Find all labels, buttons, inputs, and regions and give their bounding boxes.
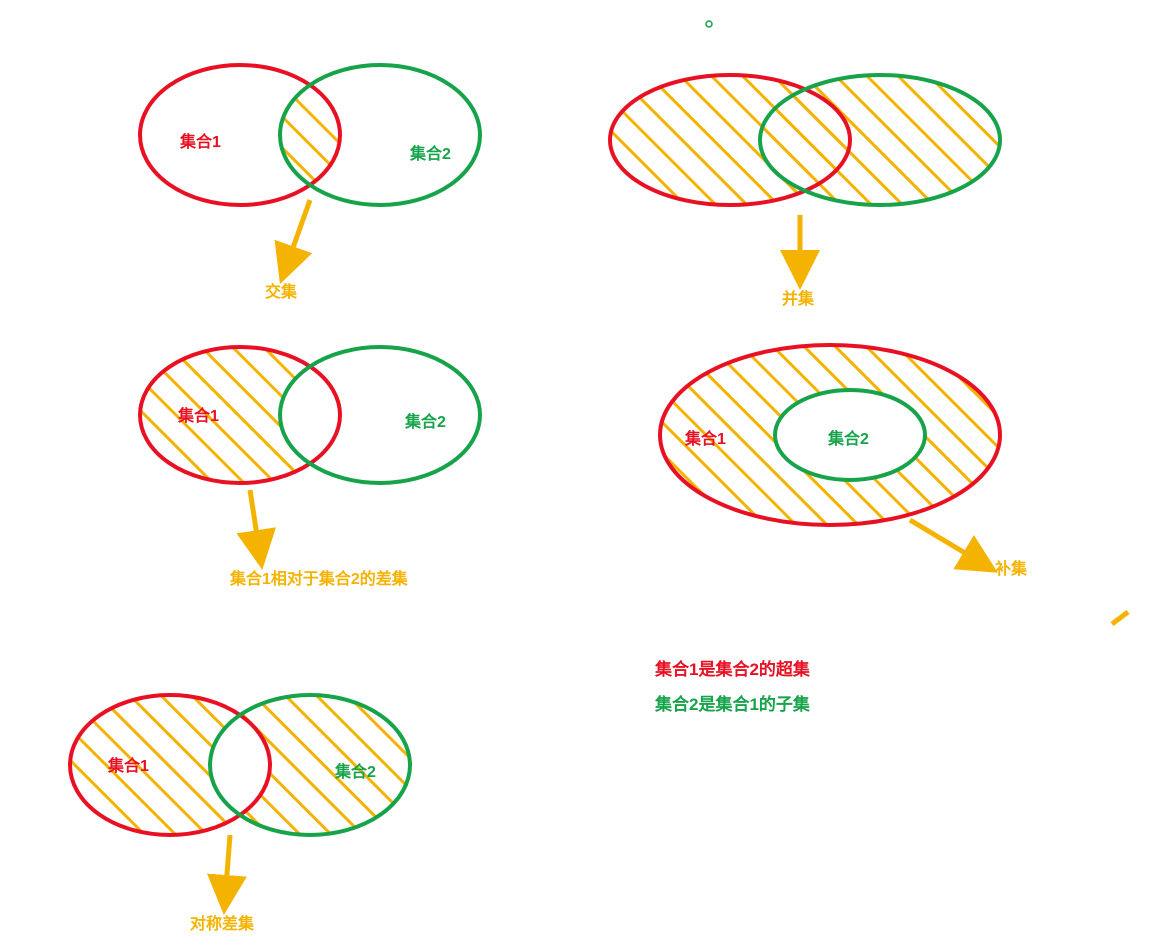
venn-symdiff-svg [60,690,480,950]
symdiff-caption: 对称差集 [190,910,254,934]
venn-symdiff: 集合1 集合2 对称差集 [60,690,480,950]
set2-label: 集合2 [410,140,451,164]
venn-intersection: 集合1 集合2 交集 [130,60,530,310]
set1-label: 集合1 [178,402,219,426]
venn-union-svg [600,60,1020,310]
superset-desc: 集合1是集合2的超集 [655,655,810,680]
set1-label: 集合1 [180,128,221,152]
venn-intersection-svg [130,60,530,310]
intersection-caption: 交集 [265,278,297,302]
set2-label: 集合2 [405,408,446,432]
union-caption: 并集 [782,285,814,309]
stray-dot [705,20,715,30]
set2-label: 集合2 [828,425,869,449]
set1-label: 集合1 [108,752,149,776]
venn-difference: 集合1 集合2 集合1相对于集合2的差集 [130,340,550,600]
venn-difference-svg [130,340,550,600]
difference-caption: 集合1相对于集合2的差集 [230,565,408,589]
set1-label: 集合1 [685,425,726,449]
set2-label: 集合2 [335,758,376,782]
complement-caption: 补集 [995,555,1027,579]
subset-desc: 集合2是集合1的子集 [655,690,810,715]
venn-complement: 集合1 集合2 补集 [640,340,1120,600]
venn-union: 并集 [600,60,1020,310]
venn-complement-svg [640,340,1120,600]
